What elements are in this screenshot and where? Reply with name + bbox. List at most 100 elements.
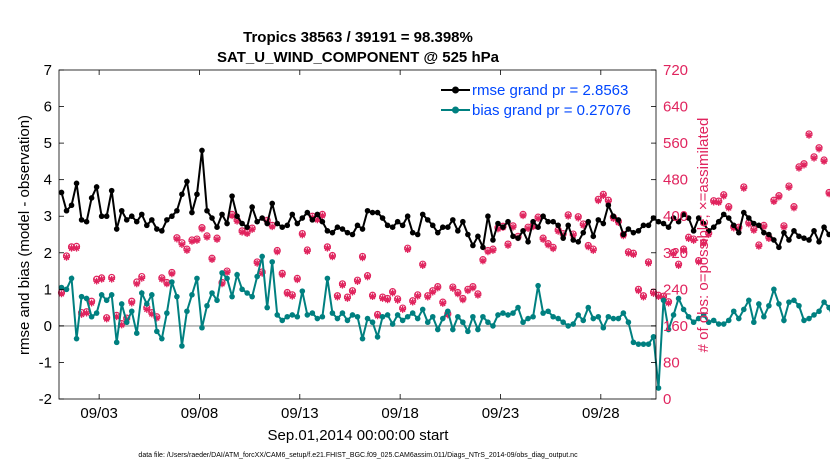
bias-point — [670, 312, 677, 318]
obs-assimilated-point — [424, 293, 432, 301]
obs-assimilated-point — [273, 248, 281, 256]
bias-point — [189, 292, 195, 298]
bias-point — [816, 308, 822, 315]
obs-assimilated-point — [670, 250, 677, 258]
bias-point — [460, 319, 466, 326]
rmse-point — [756, 222, 762, 229]
rmse-point — [98, 213, 105, 220]
bias-point — [98, 292, 105, 298]
bias-point — [294, 313, 301, 320]
rmse-point — [490, 237, 496, 243]
obs-assimilated-point — [795, 164, 803, 172]
bias-point — [103, 297, 110, 304]
rmse-point — [309, 217, 316, 223]
rmse-point — [159, 228, 165, 234]
rmse-point — [560, 235, 566, 241]
x-tick-label: 09/03 — [80, 405, 118, 422]
rmse-point — [264, 220, 270, 227]
obs-assimilated-point — [168, 270, 176, 278]
rmse-point — [786, 237, 792, 243]
obs-assimilated-point — [148, 310, 156, 318]
bias-point — [249, 293, 255, 300]
rmse-point — [219, 211, 225, 218]
bias-point — [339, 310, 346, 316]
obs-assimilated-point — [554, 227, 562, 235]
bias-point — [535, 282, 541, 289]
bias-point — [505, 312, 511, 318]
y2-tick-label: 560 — [663, 135, 688, 152]
bias-point — [645, 341, 652, 347]
obs-assimilated-point — [143, 306, 151, 313]
rmse-point — [700, 220, 707, 227]
rmse-point — [63, 207, 70, 214]
obs-assimilated-point — [519, 212, 527, 220]
y-tick-label: 7 — [44, 62, 52, 79]
obs-assimilated-point — [133, 280, 141, 288]
bias-point — [510, 310, 516, 316]
rmse-point — [138, 211, 145, 218]
bias-point — [214, 297, 220, 304]
obs-assimilated-point — [484, 248, 492, 256]
obs-assimilated-point — [665, 299, 672, 307]
data-file-footnote: data file: /Users/raeder/DAI/ATM_forcXX/… — [138, 452, 578, 459]
obs-assimilated-point — [183, 247, 191, 254]
rmse-point — [530, 218, 536, 225]
obs-assimilated-point — [454, 290, 462, 298]
bias-point — [560, 319, 566, 326]
obs-assimilated-point — [248, 226, 256, 233]
rmse-point — [184, 178, 190, 185]
bias-point — [756, 301, 762, 307]
bias-point — [751, 319, 757, 326]
rmse-point — [123, 217, 130, 223]
x-tick-label: 09/28 — [582, 405, 620, 422]
bias-point — [304, 312, 311, 318]
y2-tick-label: 480 — [663, 172, 688, 189]
obs-assimilated-point — [625, 249, 632, 257]
bias-point — [660, 297, 667, 304]
bias-point — [600, 324, 607, 331]
bias-point — [399, 317, 406, 324]
rmse-point — [314, 211, 321, 218]
bias-point — [710, 317, 717, 324]
bias-point — [209, 290, 215, 296]
bias-point — [58, 284, 65, 291]
bias-point — [530, 313, 536, 320]
bias-point — [239, 286, 245, 293]
obs-assimilated-point — [128, 299, 136, 307]
obs-assimilated-point — [354, 278, 361, 285]
bias-point — [570, 321, 577, 327]
bias-point — [123, 319, 130, 326]
rmse-point — [615, 217, 622, 223]
obs-assimilated-point — [88, 299, 96, 307]
bias-point — [309, 310, 316, 316]
obs-assimilated-point — [283, 290, 291, 298]
rmse-point — [660, 220, 667, 227]
bias-point — [369, 319, 376, 326]
rmse-point — [475, 233, 481, 240]
rmse-point — [806, 237, 812, 243]
obs-assimilated-point — [218, 280, 226, 288]
obs-assimilated-point — [775, 193, 783, 201]
rmse-point — [149, 217, 155, 223]
chart-subtitle: SAT_U_WIND_COMPONENT @ 525 hPa — [217, 49, 500, 66]
rmse-point — [455, 228, 461, 234]
rmse-point — [429, 222, 436, 229]
legend-rmse-marker — [452, 86, 459, 94]
obs-assimilated-point — [404, 246, 412, 253]
bias-point — [159, 335, 165, 342]
rmse-point — [329, 229, 336, 236]
obs-assimilated-point — [63, 253, 70, 261]
rmse-point — [204, 207, 210, 214]
obs-assimilated-point — [138, 274, 146, 282]
rmse-point — [424, 217, 431, 223]
obs-assimilated-point — [695, 258, 703, 266]
obs-assimilated-point — [604, 198, 612, 205]
bias-point — [806, 315, 812, 322]
y-axis-label: rmse and bias (model - observation) — [16, 115, 33, 355]
bias-point — [204, 302, 210, 309]
rmse-point — [685, 215, 692, 221]
rmse-point — [234, 213, 240, 220]
bias-point — [635, 341, 642, 347]
bias-point — [480, 313, 486, 320]
